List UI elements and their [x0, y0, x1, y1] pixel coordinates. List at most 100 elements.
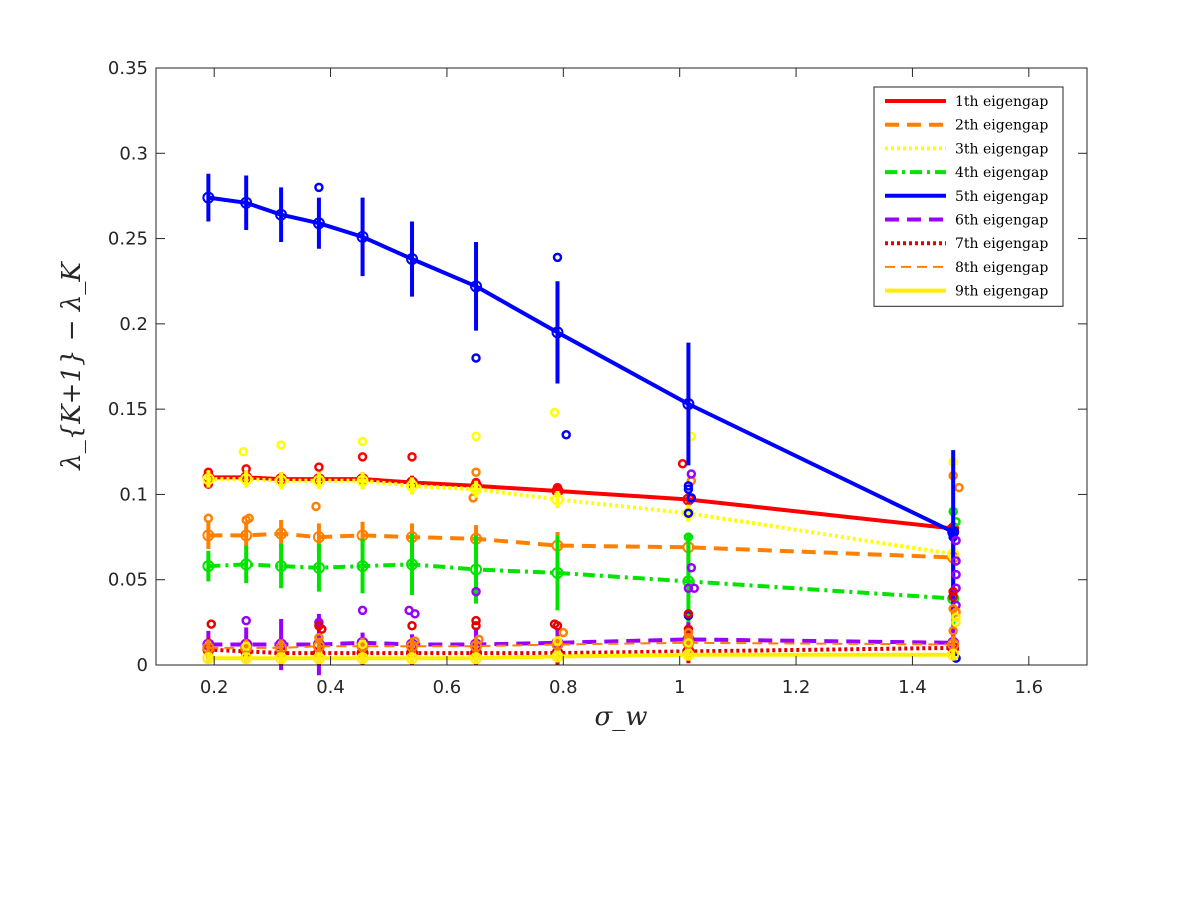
outlier-point [357, 605, 368, 616]
outlier-point [951, 607, 961, 617]
outlier-point [241, 615, 251, 626]
outlier-point [244, 513, 254, 524]
data-point [682, 507, 695, 520]
data-point [275, 208, 288, 221]
outlier-point [410, 636, 420, 646]
data-point [406, 652, 419, 665]
outlier-point [203, 513, 214, 524]
legend-label: 3th eigengap [955, 141, 1048, 157]
x-tick-label: 0.4 [316, 677, 345, 698]
outlier-point [677, 458, 688, 469]
series-9 [202, 612, 961, 665]
data-point [275, 560, 288, 573]
outlier-point [552, 621, 563, 631]
axes-layer: 0.2 0.4 0.6 0.8 1 1.2 1.4 1.6 0 0.05 0.1 0.15 0.2 0.2… [108, 58, 1088, 698]
outlier-point [951, 535, 961, 546]
outlier-point [951, 612, 961, 622]
outlier-point [951, 617, 961, 628]
y-tick-label: 0.2 [119, 314, 148, 335]
legend-label: 7th eigengap [955, 236, 1048, 252]
outlier-point [471, 586, 481, 597]
legend: 1th eigengap 2th eigengap 3th eigengap 4th … [873, 86, 1064, 307]
outlier-point [686, 563, 697, 573]
x-tick-label: 1.4 [898, 677, 927, 698]
outlier-point [686, 493, 697, 503]
outlier-point [683, 508, 694, 518]
outlier-point [276, 440, 286, 450]
outlier-point [407, 621, 417, 631]
outlier-point [357, 452, 368, 462]
data-point [240, 652, 253, 665]
data-point [240, 558, 253, 571]
data-point [312, 217, 325, 230]
legend-label: 8th eigengap [955, 260, 1048, 276]
outlier-point [552, 252, 563, 263]
y-tick-label: 0.3 [119, 143, 148, 164]
outlier-point [951, 569, 961, 580]
data-point [947, 648, 960, 661]
data-point [551, 326, 564, 339]
data-point [202, 560, 215, 573]
outlier-point [552, 636, 563, 646]
outlier-point [471, 431, 481, 442]
data-point [312, 652, 325, 665]
outlier-point [549, 407, 560, 418]
series-line [208, 531, 954, 560]
data-point [551, 638, 564, 651]
x-tick-label: 0.2 [200, 677, 229, 698]
data-point [356, 474, 369, 487]
data-point [275, 474, 288, 487]
data-point [356, 560, 369, 573]
outlier-point [948, 527, 958, 537]
outlier-point [471, 353, 481, 363]
data-point [312, 531, 325, 544]
x-tick-label: 1 [674, 677, 685, 698]
x-tick-label: 1.2 [782, 677, 811, 698]
outlier-point [954, 482, 964, 493]
data-point [406, 479, 419, 492]
y-tick-label: 0.25 [108, 229, 148, 250]
outlier-point [683, 532, 694, 542]
data-point [312, 561, 325, 574]
outlier-point [948, 592, 958, 602]
outlier-point [948, 626, 958, 636]
outlier-point [314, 632, 324, 643]
data-point [356, 652, 369, 665]
data-point [240, 196, 253, 209]
outlier-point [407, 452, 417, 462]
legend-label: 1th eigengap [955, 94, 1048, 110]
x-tick-label: 0.8 [549, 677, 578, 698]
data-point [202, 529, 215, 542]
outlier-point [683, 624, 694, 634]
data-point [682, 398, 695, 411]
data-point [470, 483, 483, 496]
outlier-point [683, 627, 694, 638]
outlier-point [357, 436, 368, 447]
series-line [208, 652, 954, 661]
data-point [682, 648, 695, 661]
outlier-point [683, 609, 694, 619]
outlier-point [410, 609, 420, 619]
data-point [240, 529, 253, 542]
series-layer [202, 173, 964, 676]
outlier-point [689, 583, 699, 593]
outlier-point [683, 484, 694, 495]
outlier-point [471, 467, 481, 478]
outlier-point [311, 501, 321, 512]
data-point [312, 474, 325, 487]
axes-frame [155, 67, 1088, 666]
legend-label: 6th eigengap [955, 213, 1048, 229]
legend-label: 2th eigengap [955, 118, 1048, 134]
data-point [202, 191, 215, 204]
data-point [275, 652, 288, 665]
data-point [551, 493, 564, 506]
data-point [551, 566, 564, 579]
data-point [275, 527, 288, 540]
data-point [682, 636, 695, 649]
legend-label: 4th eigengap [955, 165, 1048, 181]
legend-label: 5th eigengap [955, 189, 1048, 205]
outlier-point [357, 639, 368, 650]
series-5 [202, 173, 961, 663]
x-axis-label: σ_w [594, 702, 647, 732]
